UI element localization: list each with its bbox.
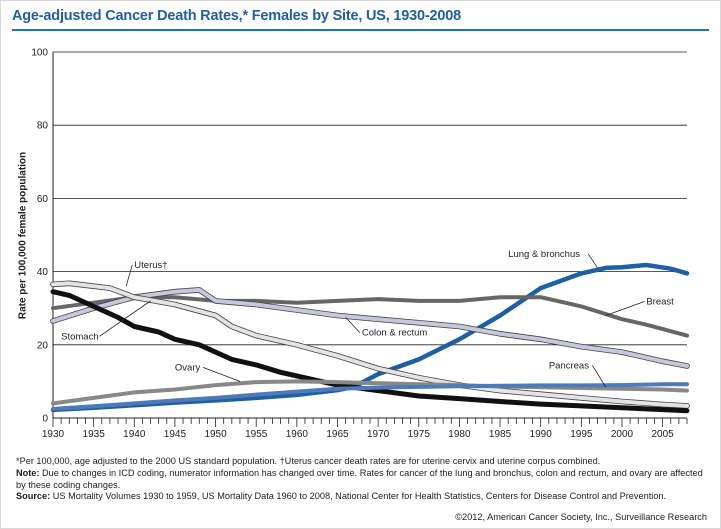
series-line-ovary bbox=[51, 379, 689, 406]
series-line-breast bbox=[51, 295, 689, 338]
y-tick-label: 60 bbox=[37, 194, 49, 205]
annotation-leader bbox=[345, 317, 361, 333]
x-tick-label: 1990 bbox=[530, 429, 553, 440]
series-line-pancreas bbox=[51, 382, 689, 411]
series-label: Ovary bbox=[175, 362, 201, 373]
series-label: Stomach bbox=[61, 331, 99, 342]
annotation-leader bbox=[202, 367, 241, 382]
source-label: Source: bbox=[16, 491, 51, 502]
annotation-leader bbox=[99, 300, 151, 337]
annotation-leader bbox=[125, 264, 133, 287]
x-tick-label: 2000 bbox=[611, 429, 634, 440]
annotations: Lung & bronchus Breast Colon & rectum Uteru… bbox=[61, 249, 674, 388]
series-lines bbox=[50, 262, 690, 414]
series-label: Lung & bronchus bbox=[508, 249, 580, 260]
x-tick-label: 1960 bbox=[286, 429, 309, 440]
title-rule bbox=[12, 29, 709, 31]
axes: 0 20 40 60 80 100 1930 1935 1940 1945 1950 1955 1960… bbox=[31, 48, 688, 440]
series-label: Pancreas bbox=[549, 361, 589, 372]
x-tick-label: 1950 bbox=[204, 429, 227, 440]
y-axis-label: Rate per 100,000 female population bbox=[17, 151, 29, 320]
note-text: Due to changes in ICD coding, numerator … bbox=[16, 467, 703, 490]
y-tick-label: 80 bbox=[37, 121, 49, 132]
x-tick-label: 1965 bbox=[326, 429, 349, 440]
y-tick-label: 20 bbox=[37, 340, 49, 351]
footnotes: *Per 100,000, age adjusted to the 2000 U… bbox=[16, 456, 706, 503]
footnote-asterisk: *Per 100,000, age adjusted to the 2000 U… bbox=[16, 456, 601, 466]
footnote-note: Note: Due to changes in ICD coding, nume… bbox=[16, 468, 706, 492]
footnote-source: Source: US Mortality Volumes 1930 to 195… bbox=[16, 491, 706, 503]
x-tick-label: 1970 bbox=[367, 429, 390, 440]
series-label: Uterus† bbox=[134, 260, 167, 271]
note-label: Note: bbox=[16, 467, 40, 478]
x-tick-label: 1945 bbox=[164, 429, 187, 440]
x-tick-label: 1940 bbox=[123, 429, 146, 440]
series-line-uterus bbox=[50, 289, 690, 414]
x-tick-label: 1975 bbox=[408, 429, 431, 440]
y-tick-label: 0 bbox=[42, 414, 48, 425]
x-tick-label: 1985 bbox=[489, 429, 512, 440]
series-label: Breast bbox=[646, 297, 674, 308]
y-tick-label: 40 bbox=[37, 267, 49, 278]
x-tick-label: 1980 bbox=[448, 429, 471, 440]
x-tick-label: 1955 bbox=[245, 429, 268, 440]
copyright: ©2012, American Cancer Society, Inc., Su… bbox=[455, 512, 707, 522]
series-label: Colon & rectum bbox=[362, 328, 428, 339]
chart-title: Age-adjusted Cancer Death Rates,* Female… bbox=[12, 8, 461, 24]
source-text: US Mortality Volumes 1930 to 1959, US Mo… bbox=[50, 491, 667, 502]
series-line-colon-rectum bbox=[51, 287, 689, 368]
x-tick-label: 1930 bbox=[42, 429, 65, 440]
x-tick-label: 2005 bbox=[651, 429, 674, 440]
series-line-lung-bronchus bbox=[50, 262, 690, 413]
line-chart: 0 20 40 60 80 100 1930 1935 1940 1945 1950 1955 1960… bbox=[31, 48, 690, 440]
annotation-leader bbox=[592, 365, 607, 388]
x-tick-label: 1935 bbox=[83, 429, 106, 440]
x-tick-label: 1995 bbox=[570, 429, 593, 440]
annotation-leader bbox=[605, 301, 645, 316]
series-line-stomach bbox=[51, 281, 689, 408]
y-tick-label: 100 bbox=[31, 48, 48, 59]
annotation-leader bbox=[587, 253, 598, 269]
